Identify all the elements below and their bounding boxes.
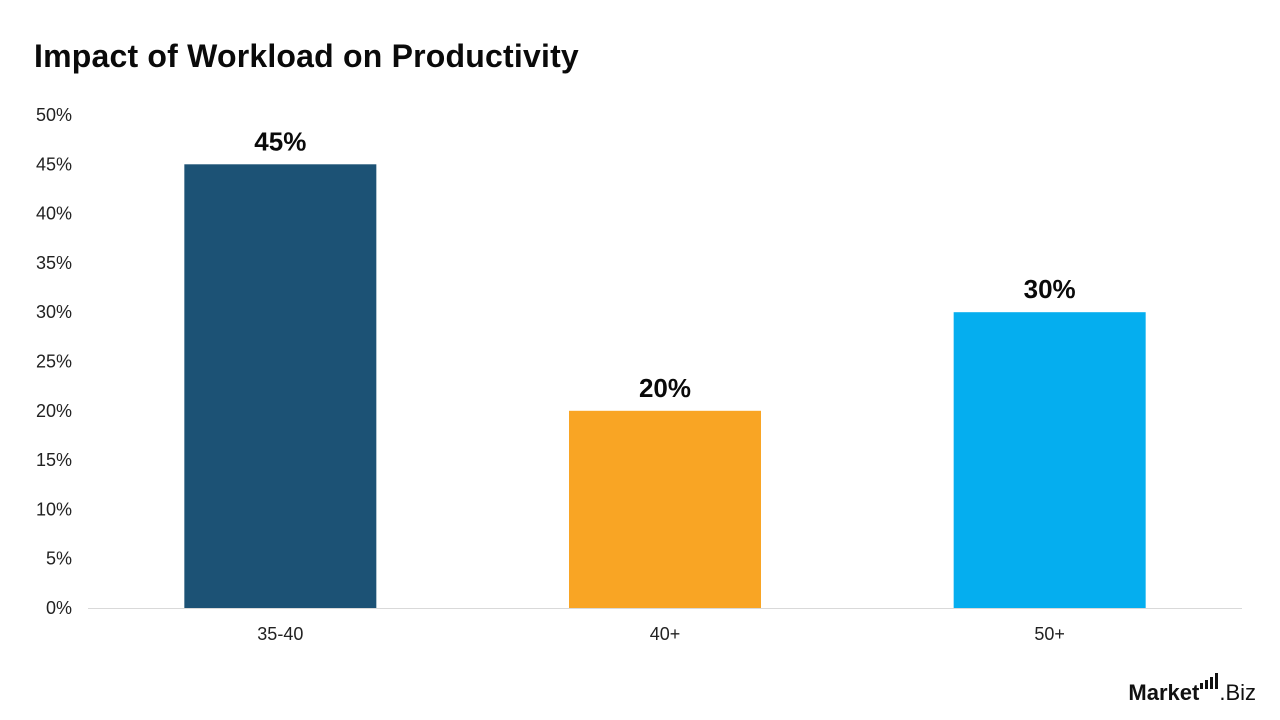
brand-name-primary: Market bbox=[1128, 680, 1200, 705]
y-axis: 0% 5% 10% 15% 20% 25% 30% 35% 40% 45% 50% bbox=[36, 105, 72, 618]
data-label: 45% bbox=[254, 126, 306, 156]
data-labels: 45% 20% 30% bbox=[254, 126, 1076, 403]
brand-separator: . bbox=[1219, 680, 1226, 705]
y-tick-label: 25% bbox=[36, 352, 72, 372]
x-tick-label: 35-40 bbox=[257, 624, 303, 644]
brand-name-secondary: Biz bbox=[1225, 680, 1256, 705]
y-tick-label: 0% bbox=[46, 598, 72, 618]
x-tick-label: 40+ bbox=[650, 624, 681, 644]
chart-title: Impact of Workload on Productivity bbox=[34, 38, 579, 74]
marketbiz-logo: Market . Biz bbox=[1128, 673, 1256, 706]
data-label: 30% bbox=[1024, 274, 1076, 304]
signal-bars-icon bbox=[1200, 673, 1219, 689]
y-tick-label: 50% bbox=[36, 105, 72, 125]
bars bbox=[184, 164, 1146, 609]
bar-50+ bbox=[953, 312, 1146, 608]
y-tick-label: 45% bbox=[36, 154, 72, 174]
x-axis: 35-40 40+ 50+ bbox=[88, 608, 1242, 644]
data-label: 20% bbox=[639, 373, 691, 403]
y-tick-label: 5% bbox=[46, 549, 72, 569]
y-tick-label: 30% bbox=[36, 302, 72, 322]
bar-35-40 bbox=[184, 164, 377, 609]
x-tick-label: 50+ bbox=[1034, 624, 1065, 644]
y-tick-label: 10% bbox=[36, 499, 72, 519]
bar-40+ bbox=[569, 410, 761, 608]
y-tick-label: 40% bbox=[36, 204, 72, 224]
y-tick-label: 20% bbox=[36, 401, 72, 421]
y-tick-label: 35% bbox=[36, 253, 72, 273]
y-tick-label: 15% bbox=[36, 450, 72, 470]
